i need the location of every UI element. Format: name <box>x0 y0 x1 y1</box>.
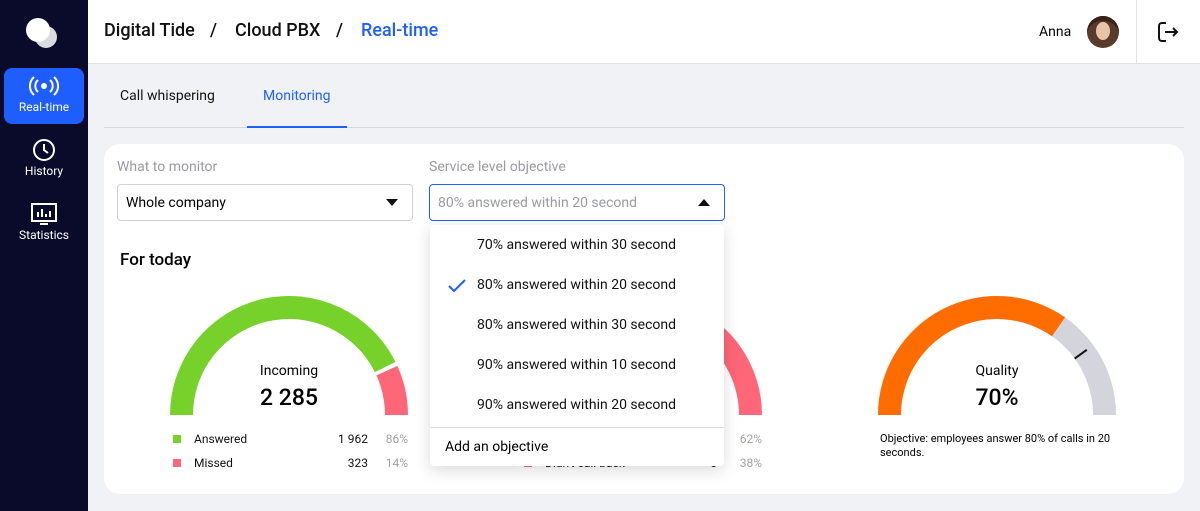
user-name: Anna <box>1039 24 1072 40</box>
section-title: For today <box>120 250 192 270</box>
icon <box>29 76 59 96</box>
select-value: Whole company <box>126 195 226 211</box>
select-value: 80% answered within 20 second <box>438 195 638 211</box>
sidebar: Real-time History Statistics <box>0 0 88 511</box>
option[interactable]: 90% answered within 10 second <box>477 357 677 373</box>
option[interactable]: 80% answered within 30 second <box>477 317 677 333</box>
legend-percent: 86% <box>385 432 408 446</box>
breadcrumb-separator: / <box>336 20 344 41</box>
objective-note: Objective: employees answer 80% of calls… <box>880 432 1111 459</box>
logout-button[interactable] <box>1156 20 1180 44</box>
tab-rule <box>104 127 1184 128</box>
nav-statistics[interactable]: Statistics <box>4 196 84 252</box>
tab-underline <box>247 126 347 128</box>
legend-percent: 38% <box>739 456 762 470</box>
legend-swatch <box>173 435 181 443</box>
gauge-label: Incoming <box>259 363 319 379</box>
breadcrumb[interactable]: Digital Tide <box>104 20 195 41</box>
logo <box>26 18 57 48</box>
option[interactable]: 90% answered within 20 second <box>477 397 677 413</box>
gauge-label: Quality <box>975 363 1019 379</box>
gauge-segment <box>170 295 396 415</box>
gauge-value: 70% <box>975 384 1019 411</box>
divider <box>1136 0 1137 63</box>
nav-realtime[interactable]: Real-time <box>4 68 84 124</box>
slo-select[interactable]: 80% answered within 20 second <box>429 184 725 221</box>
breadcrumb[interactable]: Cloud PBX <box>235 20 321 41</box>
header <box>88 0 1200 64</box>
legend-name: Answered <box>194 432 248 446</box>
checkmark <box>448 279 466 293</box>
gauge-value <box>878 296 1066 415</box>
objective-marker <box>1074 348 1088 360</box>
legend-swatch <box>173 459 181 467</box>
field-label: Service level objective <box>429 159 566 175</box>
nav-label: History <box>24 164 64 178</box>
dropdown-menu: Add an objective 70% answered within 30 … <box>430 225 724 466</box>
option-selected[interactable]: 80% answered within 20 second <box>477 277 677 293</box>
nav-history[interactable]: History <box>4 132 84 188</box>
monitor-select[interactable]: Whole company <box>117 184 413 221</box>
icon <box>31 203 57 225</box>
legend-name: Missed <box>194 456 233 470</box>
avatar[interactable] <box>1086 15 1120 49</box>
caret <box>698 199 710 206</box>
legend-percent: 62% <box>739 432 762 446</box>
legend-count: 323 <box>347 456 368 470</box>
nav-label: Real-time <box>18 100 70 114</box>
gauge-segment <box>376 365 408 415</box>
caret <box>386 199 398 206</box>
tab-active[interactable]: Monitoring <box>263 88 331 104</box>
nav-label: Statistics <box>19 228 69 242</box>
breadcrumb-current: Real-time <box>361 20 439 41</box>
option[interactable]: 70% answered within 30 second <box>477 237 677 253</box>
field-label: What to monitor <box>117 159 218 175</box>
breadcrumb-separator: / <box>210 20 218 41</box>
legend-percent: 14% <box>385 456 408 470</box>
add-objective[interactable]: Add an objective <box>445 439 549 455</box>
gauge-total: 2 285 <box>259 384 319 411</box>
tab[interactable]: Call whispering <box>120 88 215 104</box>
legend-count: 1 962 <box>338 432 368 446</box>
menu-divider <box>430 427 724 428</box>
icon <box>33 139 55 161</box>
